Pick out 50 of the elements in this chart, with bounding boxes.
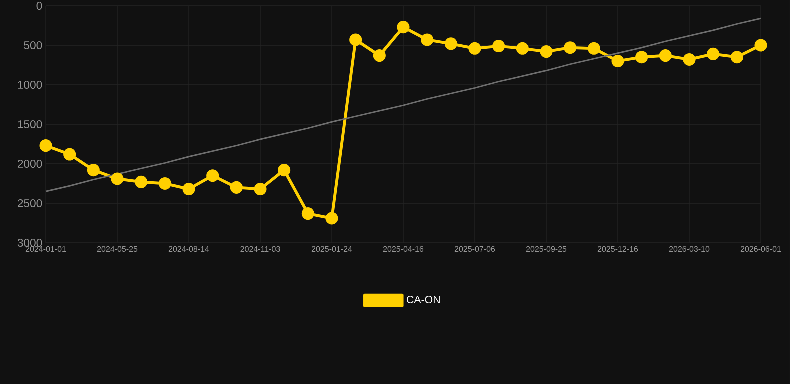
x-tick-label: 2026-03-10 [669, 246, 710, 252]
x-tick-label: 2025-04-16 [383, 246, 424, 252]
point [492, 40, 506, 53]
point [564, 42, 577, 54]
point [40, 140, 52, 152]
point [111, 172, 124, 186]
x-tick-label: 2024-05-25 [97, 246, 138, 252]
point [230, 181, 243, 194]
x-tick-label: 2026-06-01 [740, 246, 782, 252]
x-tick-label: 2024-01-01 [26, 246, 66, 252]
y-tick-label: 0 [36, 2, 42, 10]
point [373, 49, 386, 62]
point [636, 51, 648, 64]
x-tick-label: 2025-09-25 [526, 246, 567, 252]
y-tick-label: 2000 [18, 160, 42, 168]
y-tick-label: 500 [24, 41, 42, 50]
point [540, 46, 553, 58]
point [659, 49, 672, 62]
y-tick-label: 2500 [18, 199, 42, 208]
point [64, 148, 76, 161]
point [135, 176, 148, 188]
point [516, 42, 529, 55]
point [158, 177, 172, 190]
point [350, 34, 362, 46]
y-tick-label: 1000 [18, 80, 42, 89]
point [326, 212, 338, 225]
x-tick-label: 2024-08-14 [168, 246, 210, 252]
x-tick-label: 2025-12-16 [598, 246, 638, 252]
point [612, 55, 624, 68]
point [87, 164, 100, 177]
x-tick-label: 2025-01-24 [312, 246, 352, 252]
y-tick-label: 3000 [18, 238, 42, 247]
point [730, 51, 744, 64]
point [206, 170, 220, 182]
y-tick-label: 1500 [18, 120, 42, 128]
point [421, 34, 434, 46]
point [754, 39, 768, 52]
point [444, 38, 458, 50]
point [683, 53, 696, 66]
point [468, 42, 482, 55]
legend-label: CA-ON [406, 296, 440, 304]
point [707, 48, 720, 60]
point [182, 183, 196, 196]
point [302, 207, 314, 220]
x-tick-label: 2024-11-03 [240, 246, 280, 252]
x-tick-label: 2025-07-06 [454, 246, 496, 252]
point [254, 183, 267, 196]
point [278, 164, 291, 177]
point [397, 21, 410, 34]
point [588, 42, 600, 55]
